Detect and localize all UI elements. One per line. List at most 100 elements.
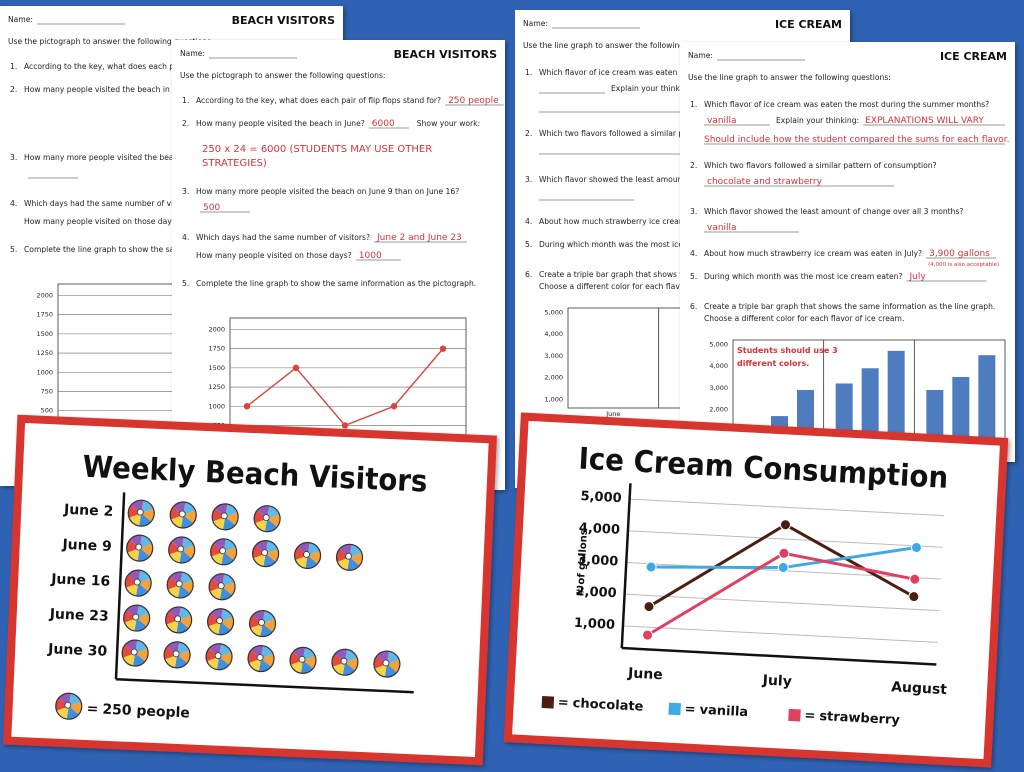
question-text: Which flavor showed the least amount of … bbox=[704, 207, 963, 216]
work: STRATEGIES) bbox=[202, 158, 267, 169]
instructions: Use the pictograph to answer the followi… bbox=[8, 37, 213, 46]
instructions: Use the pictograph to answer the followi… bbox=[180, 71, 385, 80]
ball-wedge bbox=[248, 658, 262, 672]
legend-symbol: = bbox=[684, 702, 696, 718]
series-point bbox=[909, 573, 921, 585]
instructions: Use the line graph to answer the followi… bbox=[688, 73, 891, 82]
sheet-paper bbox=[172, 40, 505, 490]
ball-wedge bbox=[374, 664, 387, 677]
beach-ball-icon bbox=[293, 541, 322, 570]
ball-wedge bbox=[174, 654, 188, 668]
beach-ball-icon bbox=[121, 639, 149, 667]
beach-ball-icon bbox=[126, 534, 154, 562]
ball-wedge bbox=[220, 608, 233, 622]
beach-ball-icon bbox=[208, 573, 236, 601]
answer: vanilla bbox=[707, 116, 737, 126]
question-text: Create a triple bar graph that shows the… bbox=[704, 302, 995, 311]
question-number: 5. bbox=[525, 240, 532, 249]
ball-outline bbox=[335, 543, 364, 571]
ball-wedge bbox=[302, 647, 316, 661]
question-text: According to the key, what does each pai… bbox=[196, 96, 441, 105]
key-value: 250 people bbox=[102, 702, 190, 722]
follow-up: How many people visited on those days? bbox=[24, 217, 180, 226]
question-text: Complete the line graph to show the same… bbox=[196, 279, 476, 288]
ball-center bbox=[64, 701, 72, 709]
beach-ball-icon bbox=[205, 643, 233, 671]
ball-wedge bbox=[139, 543, 153, 557]
ball-wedge bbox=[181, 537, 194, 550]
y-tick-label: 1000 bbox=[36, 368, 53, 376]
ball-wedge bbox=[135, 640, 148, 654]
ball-wedge bbox=[253, 553, 266, 567]
ball-wedge bbox=[254, 510, 268, 524]
ball-wedge bbox=[307, 542, 320, 556]
ball-outline bbox=[208, 573, 236, 601]
ball-center bbox=[135, 543, 143, 551]
ball-wedge bbox=[384, 664, 397, 678]
y-tick-label: 3,000 bbox=[709, 384, 728, 392]
question-text: According to the key, what does each pai… bbox=[24, 62, 269, 71]
ball-center bbox=[133, 578, 141, 586]
question-text: About how much strawberry ice cream was … bbox=[539, 217, 757, 226]
ball-wedge bbox=[222, 582, 236, 596]
question-number: 1. bbox=[525, 68, 532, 77]
question-text: How many people visited the beach in Jun… bbox=[24, 85, 193, 94]
ball-wedge bbox=[222, 573, 235, 587]
bar bbox=[887, 350, 905, 440]
ball-center bbox=[219, 547, 227, 555]
ball-wedge bbox=[267, 514, 281, 527]
ball-wedge bbox=[136, 605, 149, 619]
sheet-title: BEACH VISITORS bbox=[394, 48, 497, 61]
question-number: 1. bbox=[690, 100, 697, 109]
ball-wedge bbox=[223, 516, 236, 530]
ball-wedge bbox=[178, 607, 191, 620]
ball-wedge bbox=[128, 504, 142, 518]
ball-wedge bbox=[139, 535, 152, 549]
row-label: June 9 bbox=[61, 537, 112, 555]
ball-outline bbox=[124, 569, 152, 597]
ball-wedge bbox=[169, 549, 182, 563]
ball-wedge bbox=[307, 550, 321, 564]
beach-ball-icon bbox=[331, 648, 359, 676]
answer: 6000 bbox=[372, 119, 395, 129]
ball-wedge bbox=[221, 551, 234, 565]
question-text: Complete the line graph to show the same… bbox=[24, 245, 304, 254]
ball-wedge bbox=[258, 658, 272, 672]
beach-ball-icon bbox=[168, 536, 196, 564]
sheet-content: Name: BEACH VISITORS Use the pictograph to… bbox=[180, 48, 504, 484]
series-point bbox=[641, 629, 653, 641]
ball-center bbox=[178, 510, 186, 518]
row-label: June 23 bbox=[48, 606, 109, 625]
ball-wedge bbox=[295, 555, 308, 569]
grid-line bbox=[629, 498, 945, 517]
y-tick-label: 2,000 bbox=[575, 584, 617, 601]
ball-center bbox=[340, 657, 348, 665]
ball-outline bbox=[253, 505, 281, 533]
beach-ball-icon bbox=[127, 499, 155, 527]
answer: 1000 bbox=[359, 251, 382, 261]
ball-wedge bbox=[220, 617, 234, 631]
question-number: 4. bbox=[182, 233, 189, 242]
ball-wedge bbox=[290, 660, 303, 674]
legend-symbol: = bbox=[804, 708, 816, 724]
ball-wedge bbox=[250, 623, 263, 637]
ball-wedge bbox=[179, 549, 192, 563]
question-text: Choose a different color for each flavor… bbox=[704, 314, 904, 323]
ball-wedge bbox=[68, 693, 81, 707]
ball-outline bbox=[168, 536, 196, 564]
question-text: Choose a different color for each flavor… bbox=[539, 282, 739, 291]
ball-center bbox=[175, 580, 183, 588]
question-text: How many more people visited the beach o… bbox=[196, 187, 459, 196]
answer: 500 bbox=[203, 203, 220, 213]
axis bbox=[620, 483, 632, 649]
ball-wedge bbox=[216, 656, 230, 670]
beach-ball-icon bbox=[211, 503, 239, 531]
name-label: Name: bbox=[688, 51, 713, 60]
y-tick-label: 1750 bbox=[36, 311, 53, 319]
ball-wedge bbox=[141, 508, 155, 522]
question-number: 3. bbox=[10, 153, 17, 162]
answer: chocolate and strawberry bbox=[707, 177, 823, 187]
question-number: 6. bbox=[690, 302, 697, 311]
answer: June 2 and June 23 bbox=[376, 233, 462, 243]
